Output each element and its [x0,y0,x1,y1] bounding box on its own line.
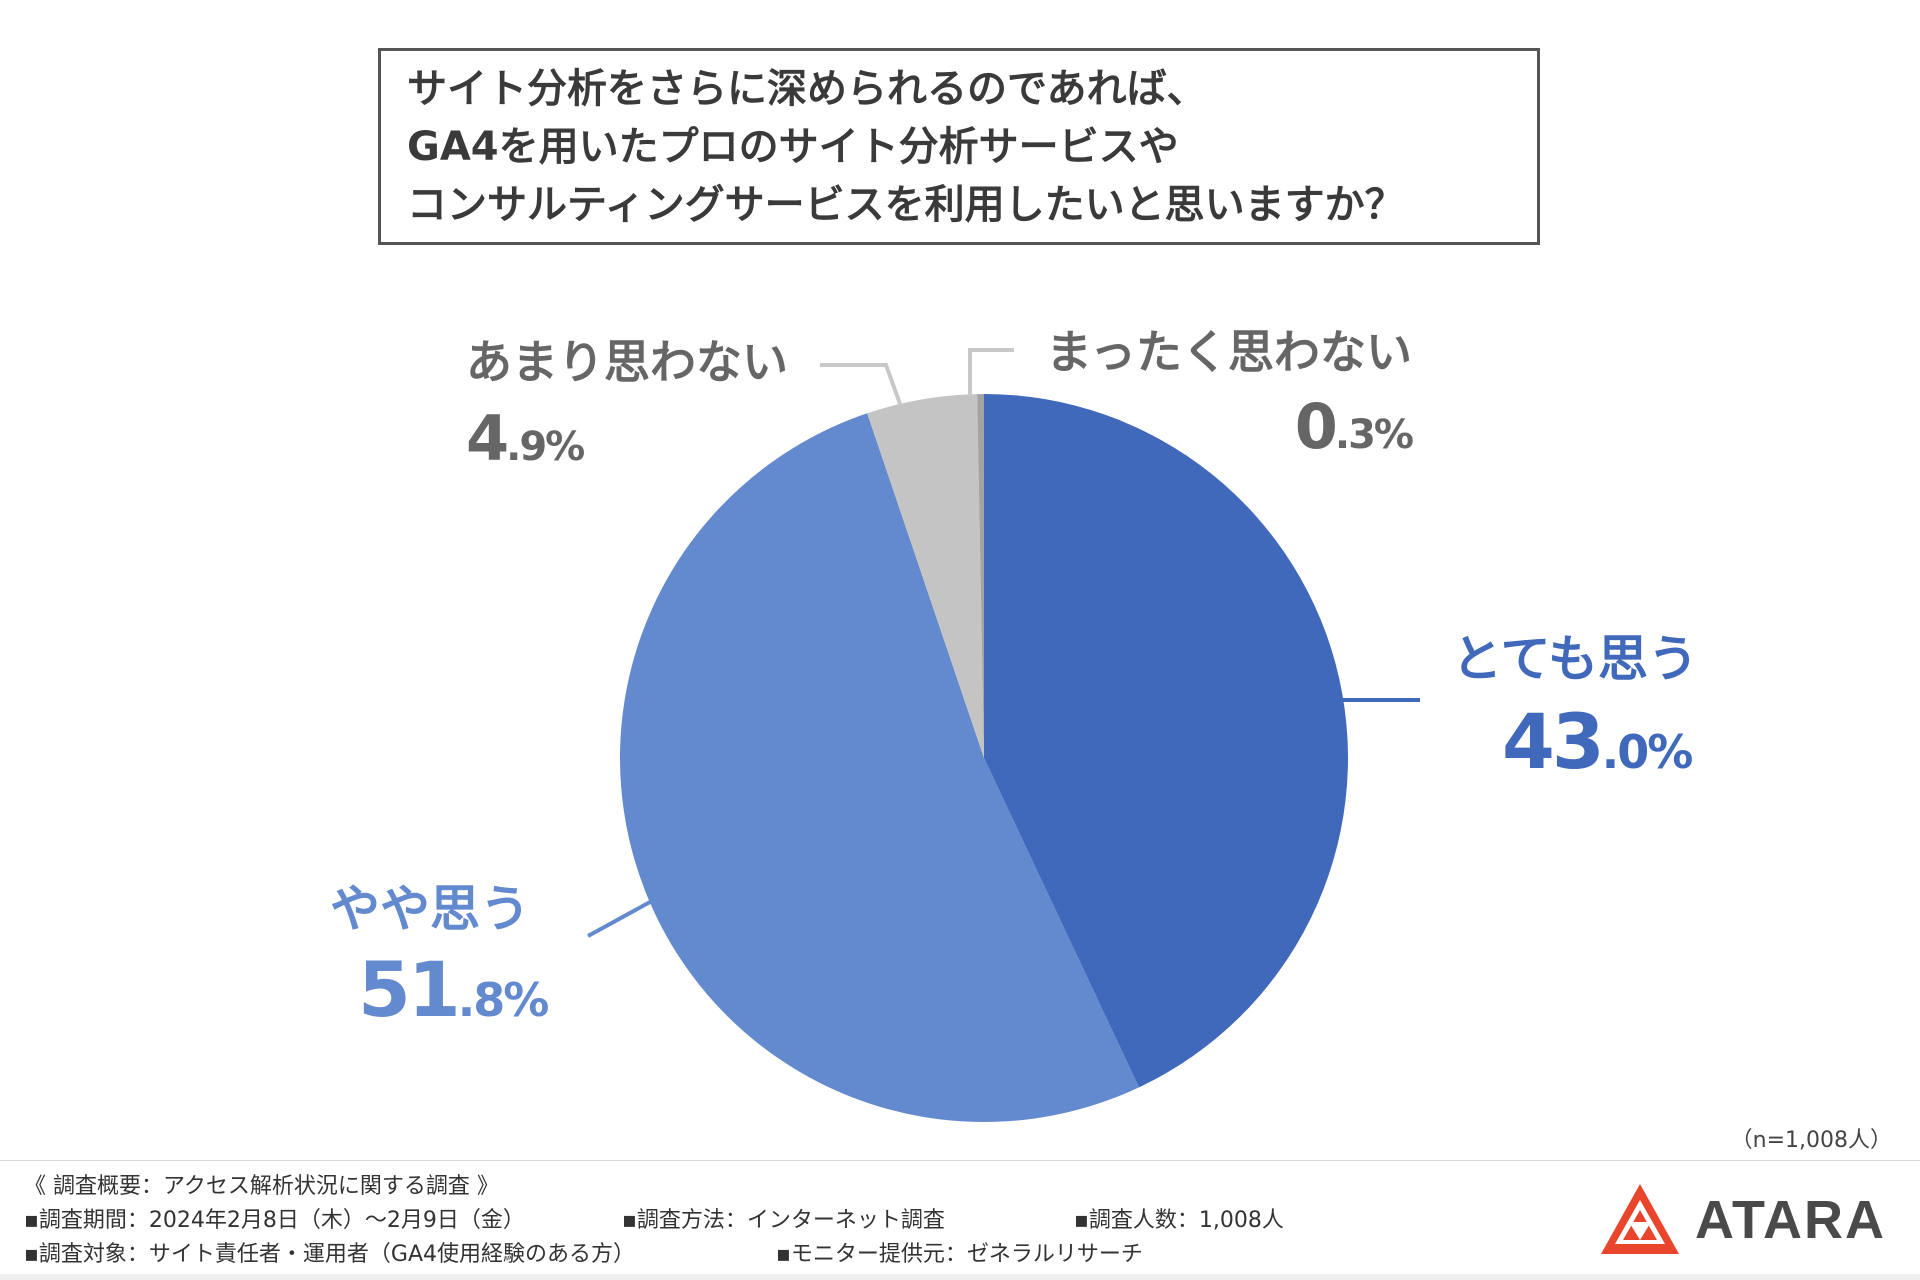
leader-line-mattaku-omowanai [968,348,1014,396]
footer-bottom-bar [0,1274,1920,1280]
question-line-1: サイト分析をさらに深められるのであれば、 [407,65,1207,112]
slice-value-yaya-omou: 51.8% [358,945,548,1034]
survey-provider: ▪モニター提供元：ゼネラルリサーチ [776,1242,1143,1267]
pie-slice-mattaku-omowanai [977,394,984,758]
slice-value-totemo-omou: 43.0% [1502,697,1692,786]
atara-logo-icon [1601,1184,1680,1254]
leader-line-yaya-omou [587,900,651,938]
survey-heading: 《 調査概要：アクセス解析状況に関する調査 》 [24,1174,499,1199]
survey-summary: 《 調査概要：アクセス解析状況に関する調査 》 ▪調査期間：2024年2月8日（… [24,1170,1284,1272]
question-line-3: コンサルティングサービスを利用したいと思いますか？ [407,181,1405,228]
survey-method: ▪調査方法：インターネット調査 [622,1208,945,1233]
pie-slice-totemo-omou [984,394,1348,1088]
pie-chart: とても思う 43.0% やや思う 51.8% あまり思わない 4.9% まったく思わない 0.… [330,325,1698,1122]
slice-label-amari-omowanai: あまり思わない [466,335,788,389]
question-line-2: GA4を用いたプロのサイト分析サービスや [407,123,1179,170]
survey-target: ▪調査対象：サイト責任者・運用者（GA4使用経験のある方） [24,1242,636,1267]
leader-line-amari-omowanai [820,363,902,405]
pie-slice-yaya-omou [620,413,1139,1122]
survey-period: ▪調査期間：2024年2月8日（木）～2月9日（金） [24,1208,525,1233]
slice-label-mattaku-omowanai: まったく思わない [1046,325,1412,379]
slice-label-totemo-omou: とても思う [1452,630,1698,688]
slice-value-amari-omowanai: 4.9% [466,402,584,475]
atara-logo-text: ATARA [1695,1190,1886,1250]
pie-slice-amari-omowanai [867,394,984,758]
slice-label-yaya-omou: やや思う [330,880,530,938]
slice-value-mattaku-omowanai: 0.3% [1295,390,1413,463]
atara-logo: ATARA [1599,1182,1886,1258]
sample-size-label: （n=1,008人） [1730,1128,1892,1153]
survey-count: ▪調査人数：1,008人 [1074,1208,1284,1233]
footer-divider [0,1160,1920,1161]
question-box: サイト分析をさらに深められるのであれば、 GA4を用いたプロのサイト分析サービス… [378,48,1540,245]
